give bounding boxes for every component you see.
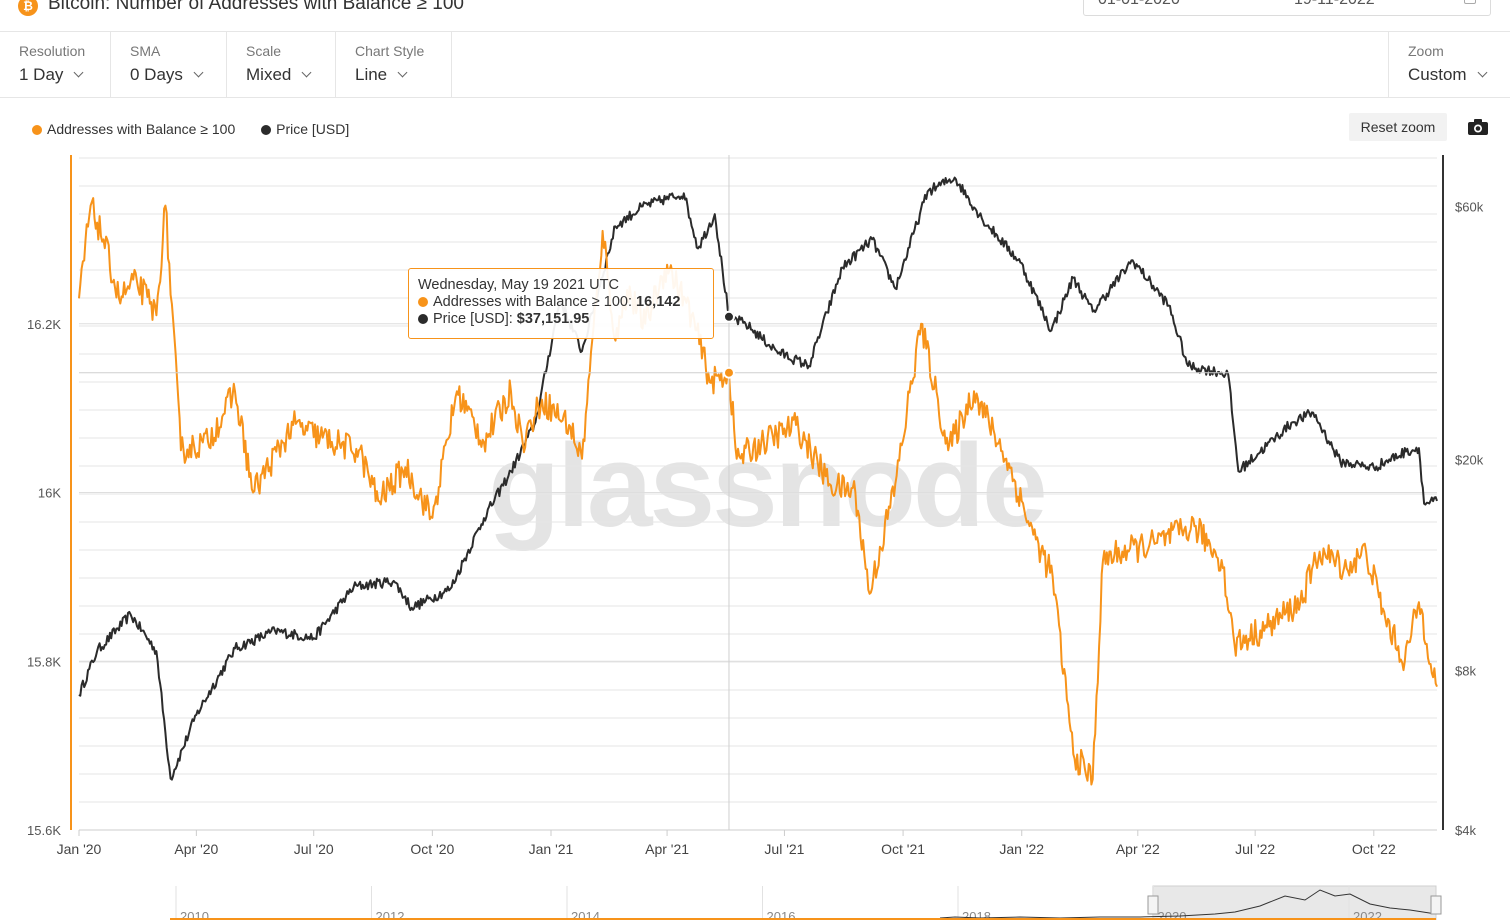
navigator-year-label: 2018 [962, 909, 991, 920]
y-left-tick-label: 15.8K [27, 654, 61, 669]
chart-tooltip: Wednesday, May 19 2021 UTC Addresses wit… [408, 268, 714, 339]
date-range-picker[interactable]: 01-01-2020 ⇥ 19-11-2022 [1083, 0, 1491, 16]
date-end-field[interactable]: 19-11-2022 [1294, 0, 1375, 9]
y-right-tick-label: $20k [1455, 452, 1484, 467]
y-right-tick-label: $60k [1455, 199, 1484, 214]
legend-item-addresses[interactable]: Addresses with Balance ≥ 100 [32, 121, 235, 137]
legend-dot-orange [32, 125, 42, 135]
legend-dot-black [261, 125, 272, 135]
x-tick-label: Jul '22 [1235, 841, 1275, 857]
navigator-series-line [939, 889, 1437, 919]
navigator-year-label: 2010 [180, 909, 209, 920]
x-tick-label: Jan '20 [57, 841, 102, 857]
chart-header: ₿ Bitcoin: Number of Addresses with Bala… [0, 0, 1510, 32]
scale-value: Mixed [246, 65, 312, 85]
zoom-label: Zoom [1408, 43, 1444, 59]
sma-value: 0 Days [130, 65, 204, 85]
zoom-value: Custom [1408, 65, 1488, 85]
crosshair-marker-addresses [722, 366, 735, 379]
x-tick-label: Apr '22 [1116, 841, 1160, 857]
x-tick-label: Jul '21 [764, 841, 804, 857]
chart-style-dropdown[interactable]: Chart Style Line [336, 32, 452, 98]
x-tick-label: Jan '22 [999, 841, 1044, 857]
tooltip-date: Wednesday, May 19 2021 UTC [418, 277, 619, 293]
chart-legend: Addresses with Balance ≥ 100 Price [USD] [32, 121, 371, 137]
y-left-tick-label: 16.2K [27, 317, 61, 332]
series-line-price [78, 176, 1438, 781]
legend-item-price[interactable]: Price [USD] [261, 121, 349, 137]
navigator-year-label: 2012 [376, 909, 405, 920]
x-tick-label: Oct '20 [410, 841, 454, 857]
navigator-year-label: 2020 [1158, 909, 1187, 920]
navigator-year-label: 2014 [571, 909, 600, 920]
chart-title: Bitcoin: Number of Addresses with Balanc… [48, 0, 464, 14]
tooltip-value-addresses: 16,142 [636, 294, 681, 310]
date-start-field[interactable]: 01-01-2020 [1098, 0, 1180, 9]
navigator-handle-right[interactable] [1430, 895, 1442, 915]
x-tick-label: Apr '20 [174, 841, 218, 857]
legend-label-addresses: Addresses with Balance ≥ 100 [47, 121, 236, 137]
zoom-dropdown[interactable]: Zoom Custom [1388, 32, 1510, 98]
navigator-year-label: 2016 [767, 909, 796, 920]
y-right-tick-label: $8k [1455, 663, 1476, 678]
y-left-tick-label: 15.6K [27, 823, 61, 838]
x-tick-label: Oct '21 [881, 841, 925, 857]
calendar-icon[interactable] [1464, 0, 1476, 4]
tooltip-dot-black [418, 314, 428, 324]
date-separator-icon: ⇥ [1270, 0, 1280, 3]
navigator-handle-left[interactable] [1147, 895, 1159, 915]
y-right-tick-label: $4k [1455, 823, 1476, 838]
scale-label: Scale [246, 43, 282, 59]
navigator-selection[interactable] [1152, 885, 1437, 920]
tooltip-row-addresses: Addresses with Balance ≥ 100: 16,142 [418, 294, 713, 311]
navigator-year-label: 2022 [1353, 909, 1382, 920]
reset-zoom-button[interactable]: Reset zoom [1349, 113, 1447, 141]
x-tick-label: Jan '21 [529, 841, 574, 857]
resolution-value: 1 Day [19, 65, 84, 85]
x-tick-label: Apr '21 [645, 841, 689, 857]
x-tick-label: Jul '20 [294, 841, 334, 857]
sma-dropdown[interactable]: SMA 0 Days [111, 32, 227, 98]
series-line-addresses [78, 197, 1438, 786]
tooltip-dot-orange [418, 297, 428, 307]
chart-style-label: Chart Style [355, 43, 425, 59]
tooltip-row-price: Price [USD]: $37,151.95 [418, 311, 713, 328]
range-navigator[interactable]: 2010 2012 2014 2016 2018 2020 2022 [0, 884, 1510, 920]
resolution-label: Resolution [19, 43, 86, 59]
camera-icon[interactable] [1467, 118, 1489, 136]
bitcoin-icon: ₿ [18, 0, 38, 16]
sma-label: SMA [130, 43, 161, 59]
scale-dropdown[interactable]: Scale Mixed [227, 32, 336, 98]
chart-style-value: Line [355, 65, 408, 85]
chart-toolbar: Resolution 1 Day SMA 0 Days Scale Mixed … [0, 32, 1510, 98]
crosshair-marker-price [722, 310, 735, 323]
x-tick-label: Oct '22 [1352, 841, 1396, 857]
resolution-dropdown[interactable]: Resolution 1 Day [0, 32, 111, 98]
legend-label-price: Price [USD] [276, 121, 350, 137]
y-left-tick-label: 16K [38, 486, 61, 501]
tooltip-value-price: $37,151.95 [516, 311, 590, 327]
